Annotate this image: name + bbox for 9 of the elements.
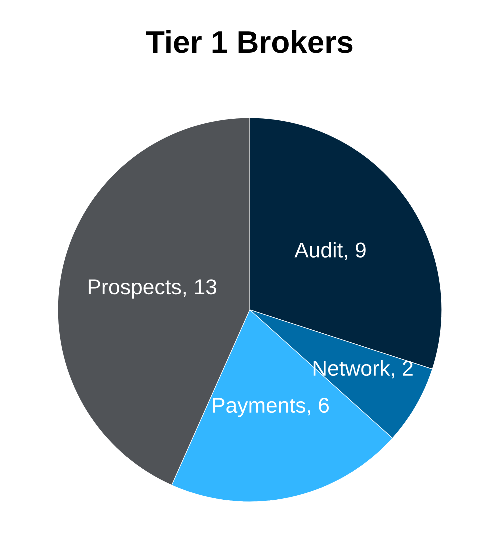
data-label: , 9	[345, 242, 366, 260]
data-label: , 13	[184, 280, 216, 298]
chart-title: Tier 1 Brokers	[146, 30, 353, 54]
data-label: , 6	[308, 398, 329, 416]
slice-label: Prospects	[88, 280, 182, 299]
slice-label: Audit	[294, 242, 344, 258]
data-label: , 2	[392, 360, 413, 379]
slice-label: Payments	[213, 398, 306, 418]
slice-label: Network	[314, 360, 390, 376]
